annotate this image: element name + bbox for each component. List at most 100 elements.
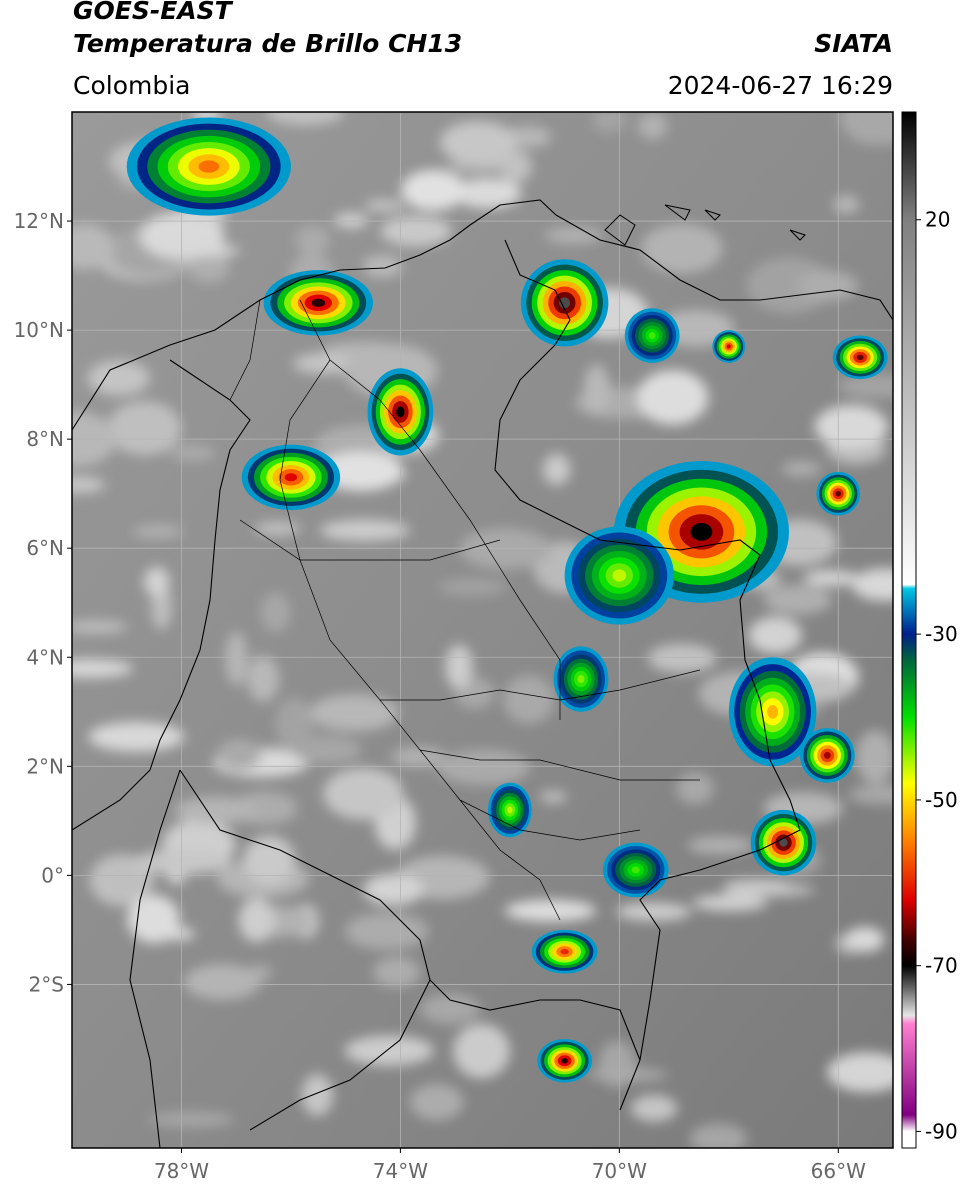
cloud-texture xyxy=(676,772,715,805)
cloud-texture xyxy=(88,721,185,752)
storm-cell xyxy=(263,270,374,336)
cloud-texture xyxy=(254,521,301,536)
storm-contour xyxy=(560,948,569,955)
cloud-texture xyxy=(362,254,403,278)
lon-tick-label: 78°W xyxy=(154,1159,209,1183)
storm-cell xyxy=(832,335,888,380)
cloud-texture xyxy=(133,849,231,875)
cloud-texture xyxy=(295,225,330,255)
storm-cell xyxy=(487,782,532,838)
cloud-texture xyxy=(364,199,404,212)
colorbar-tick-label: -30 xyxy=(925,622,958,646)
storm-contour xyxy=(779,838,788,847)
cloud-texture xyxy=(833,195,860,214)
islands xyxy=(604,204,806,246)
peru-border xyxy=(249,979,431,1131)
cloud-texture xyxy=(539,790,568,803)
cloud-texture xyxy=(166,244,241,257)
cloud-texture xyxy=(504,899,597,922)
cloud-texture xyxy=(89,854,154,907)
storm-contour xyxy=(284,473,298,482)
cloud-texture xyxy=(184,964,261,1000)
map-area xyxy=(72,112,893,1148)
storm-contour xyxy=(198,160,220,173)
storm-contour xyxy=(648,332,656,339)
storm-contour xyxy=(835,490,842,497)
lat-tick-label: 6°N xyxy=(26,536,64,560)
cloud-texture xyxy=(72,659,133,678)
cloud-texture xyxy=(542,453,571,486)
lat-tick-label: 12°N xyxy=(14,209,64,233)
cloud-texture xyxy=(323,767,404,820)
cloud-texture xyxy=(855,730,893,784)
cloud-texture xyxy=(292,352,359,375)
storm-contour xyxy=(507,806,513,814)
cloud-texture xyxy=(583,364,610,415)
cloud-texture xyxy=(380,215,452,247)
datetime-label: 2024-06-27 16:29 xyxy=(667,71,893,100)
cloud-texture xyxy=(814,405,888,449)
storm-cell xyxy=(241,444,341,511)
storm-cell xyxy=(816,471,861,516)
cloud-texture xyxy=(851,568,893,601)
cloud-texture xyxy=(246,655,280,702)
cloud-texture xyxy=(275,697,314,752)
cloud-texture xyxy=(647,643,717,673)
storm-cell xyxy=(553,646,609,712)
storm-cell xyxy=(602,842,669,898)
cloud-texture xyxy=(848,784,893,805)
gridlines xyxy=(72,112,893,1148)
cloud-texture xyxy=(174,796,258,824)
cloud-texture xyxy=(238,898,275,943)
storm-contour xyxy=(856,354,864,361)
storm-cell xyxy=(367,368,434,456)
title-product: Temperatura de Brillo CH13 xyxy=(73,29,463,58)
cloud-texture xyxy=(437,578,507,596)
storm-contour xyxy=(559,297,571,309)
cloud-texture xyxy=(838,374,893,399)
cloud-texture xyxy=(372,956,421,988)
lat-tick-label: 2°S xyxy=(29,972,64,996)
cloud-texture xyxy=(637,370,709,425)
cloud-texture xyxy=(310,694,399,732)
cloud-texture xyxy=(107,401,182,456)
cloud-texture xyxy=(637,112,668,140)
storm-contour xyxy=(726,344,731,349)
storm-cell xyxy=(712,330,746,363)
cloud-texture xyxy=(72,620,128,634)
cloud-texture xyxy=(591,112,627,133)
storm-contour xyxy=(690,522,713,541)
cloud-texture xyxy=(390,747,447,767)
internal-boundaries xyxy=(229,299,701,921)
colombia-pacific-coast xyxy=(72,359,251,831)
cloud-texture xyxy=(587,1068,668,1082)
lat-tick-label: 10°N xyxy=(14,318,64,342)
cloud-texture xyxy=(409,1083,464,1121)
cloud-texture xyxy=(344,912,429,950)
cloud-texture xyxy=(260,592,291,633)
colorbar-tick-label: -90 xyxy=(925,1119,958,1143)
storm-contour xyxy=(396,406,405,418)
storm-contour xyxy=(612,569,627,582)
storm-contour xyxy=(561,1058,569,1064)
cloud-texture xyxy=(803,570,859,587)
cloud-texture xyxy=(301,1074,334,1117)
cloud-texture xyxy=(216,739,262,771)
lat-tick-label: 8°N xyxy=(26,427,64,451)
colorbar-tick-label: -70 xyxy=(925,954,958,978)
storm-contour xyxy=(767,704,779,719)
cloud-texture xyxy=(169,444,216,462)
storm-cell xyxy=(750,809,817,876)
longitude-ticks: 78°W 74°W 70°W 66°W xyxy=(154,1148,866,1183)
storm-cell xyxy=(728,657,817,767)
map-frame xyxy=(71,111,894,1149)
cloud-texture xyxy=(87,360,150,396)
cloud-layer xyxy=(72,112,893,1148)
cloud-texture xyxy=(763,584,832,615)
lon-tick-label: 66°W xyxy=(811,1159,866,1183)
storm-contour xyxy=(631,866,640,874)
cloud-texture xyxy=(544,227,603,244)
cloud-texture xyxy=(437,749,530,786)
latitude-ticks: 12°N 10°N 8°N 6°N 4°N 2°N 0° 2°S xyxy=(14,209,72,996)
